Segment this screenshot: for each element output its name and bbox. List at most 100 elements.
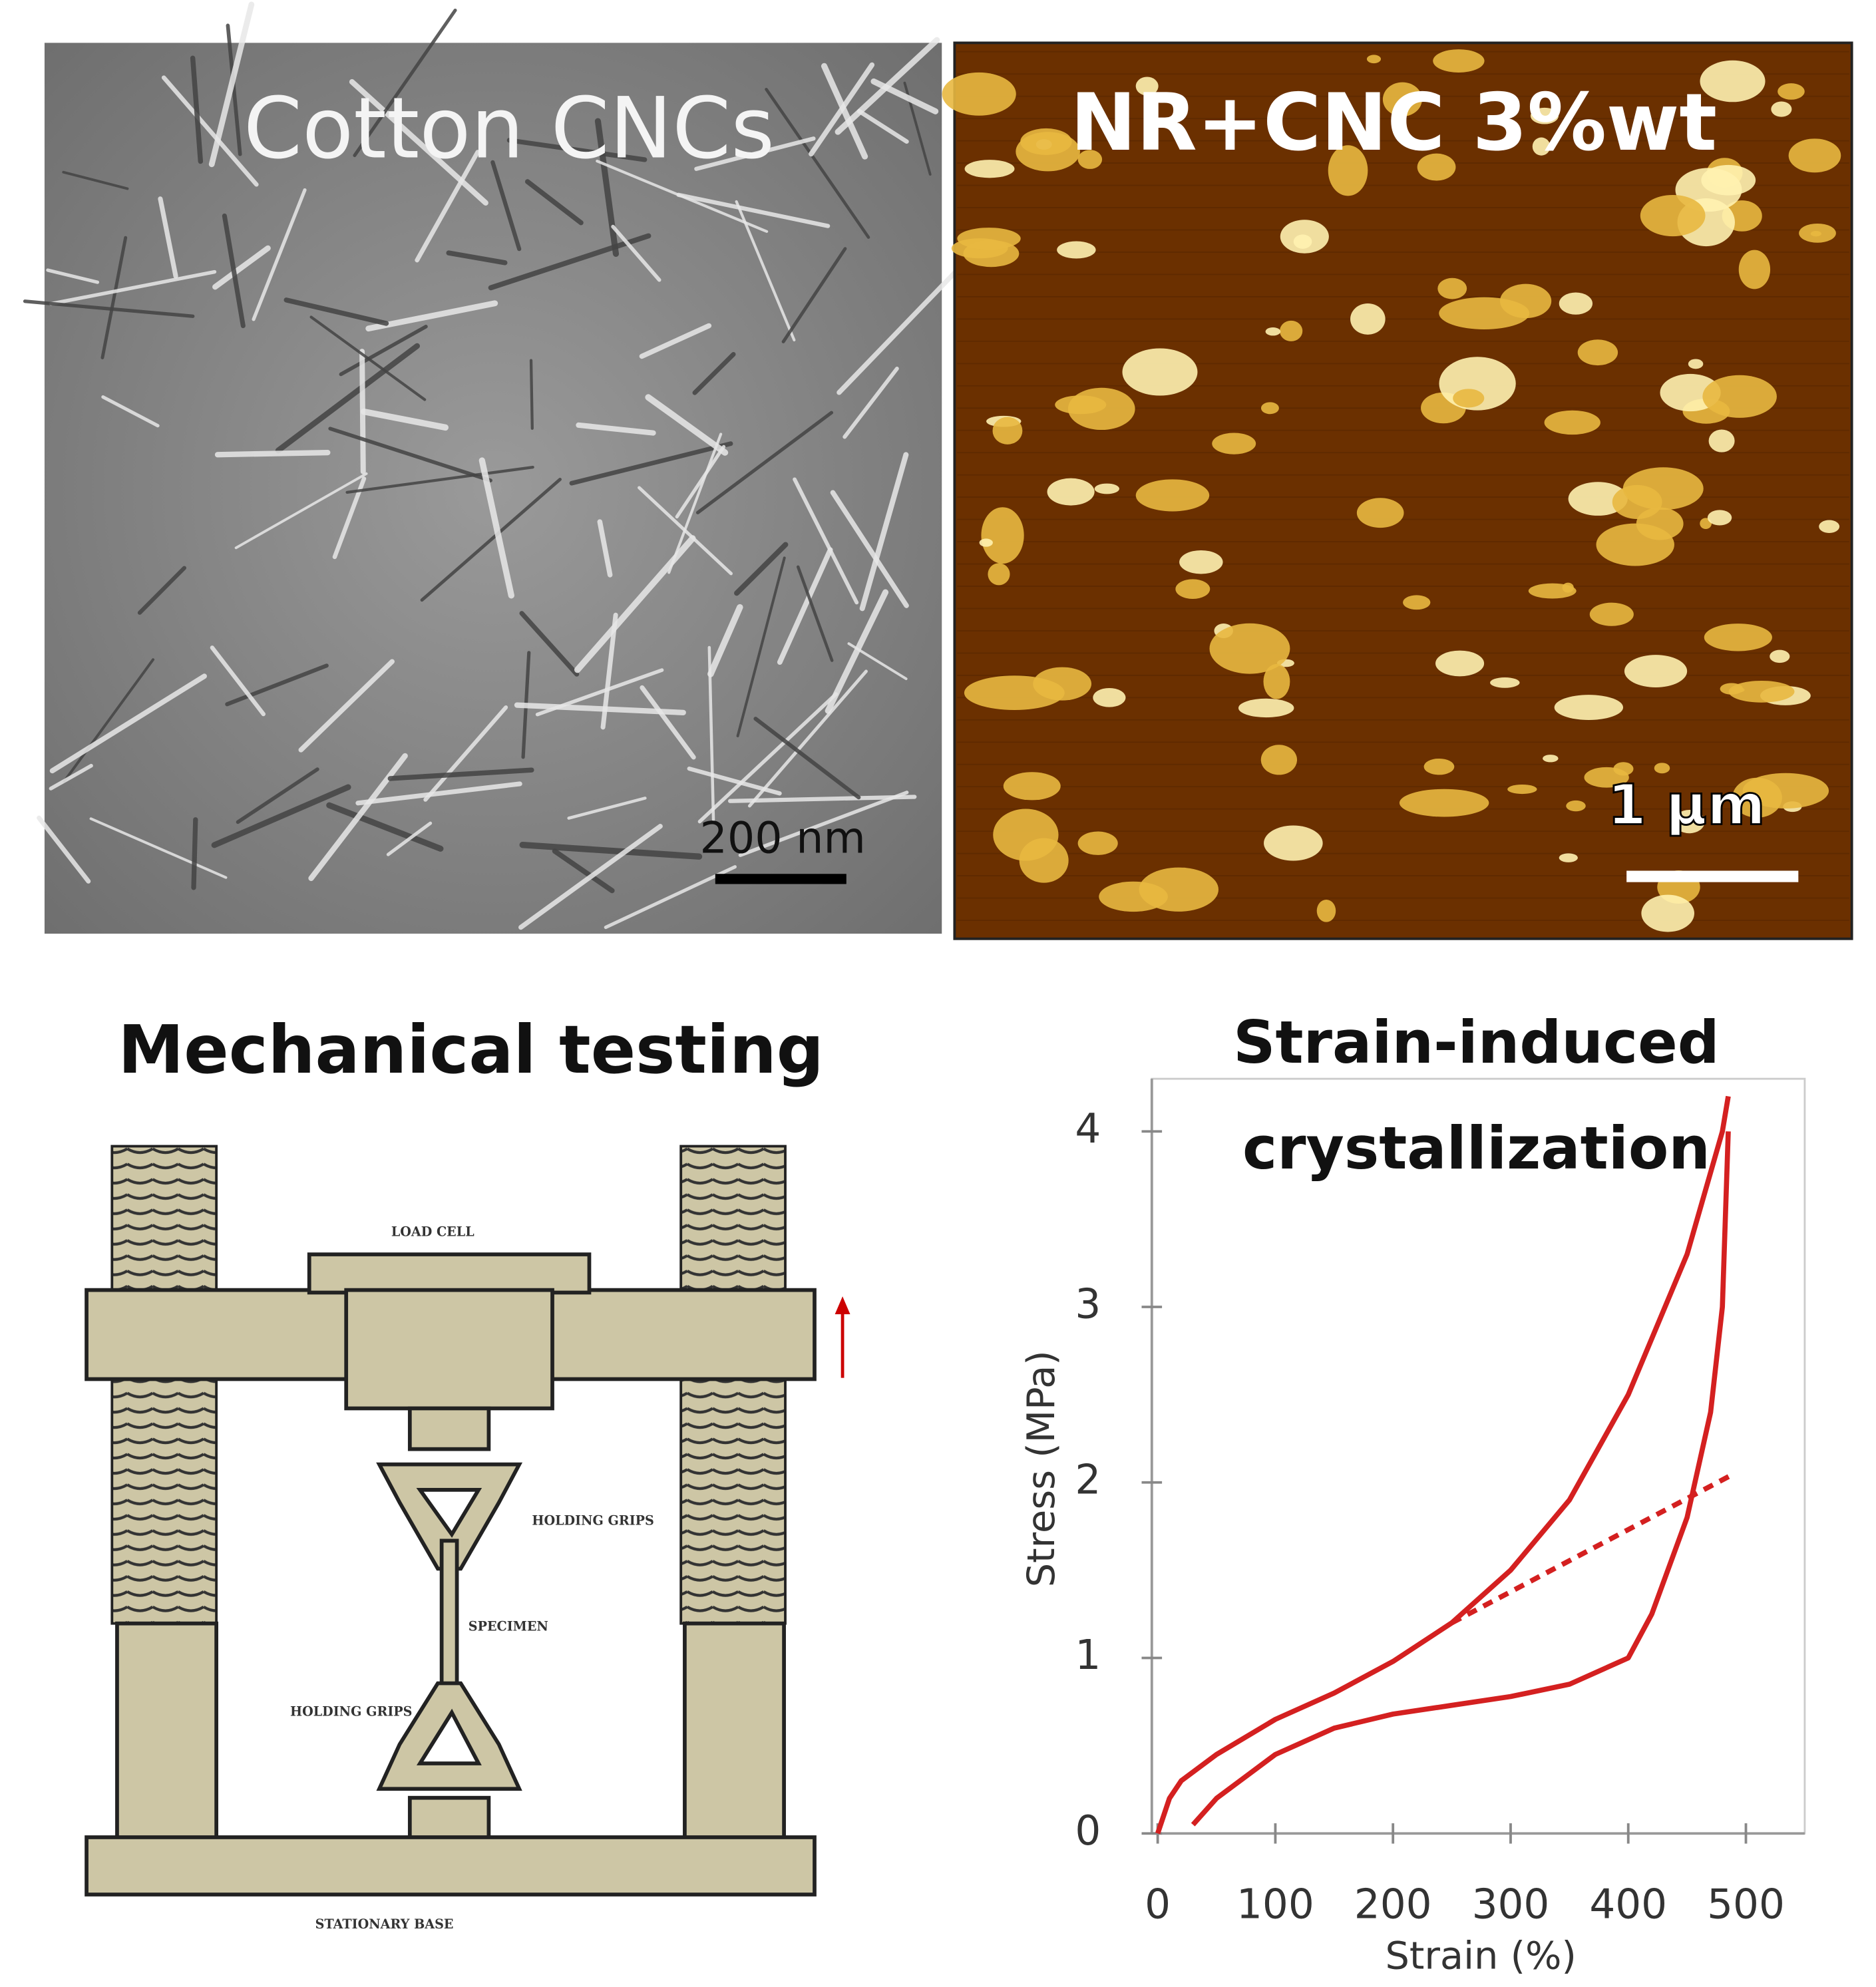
x-tick-label: 400 bbox=[1589, 1881, 1667, 1928]
tem-image bbox=[23, 1, 968, 934]
nanocrystal bbox=[777, 547, 833, 665]
nanocrystal bbox=[825, 589, 889, 714]
y-tick-label: 1 bbox=[1075, 1632, 1101, 1679]
x-tick-label: 100 bbox=[1236, 1881, 1314, 1928]
particle bbox=[1033, 667, 1092, 701]
nanocrystal bbox=[63, 658, 155, 783]
y-tick-label: 3 bbox=[1075, 1281, 1101, 1328]
nanocrystal bbox=[514, 702, 686, 715]
data-line bbox=[1155, 1095, 1731, 1835]
particle bbox=[1417, 153, 1456, 181]
specimen-label: SPECIMEN bbox=[469, 1618, 548, 1634]
particle bbox=[1640, 194, 1706, 237]
nanocrystal bbox=[214, 449, 331, 458]
nanocrystal bbox=[519, 842, 703, 860]
particle bbox=[1435, 650, 1485, 677]
particle bbox=[1077, 150, 1103, 169]
tem-label: Cotton CNCs bbox=[244, 80, 775, 178]
particle bbox=[1433, 49, 1485, 73]
particle bbox=[1403, 595, 1431, 610]
particle bbox=[1700, 60, 1766, 102]
particle bbox=[1094, 483, 1119, 494]
nanocrystal bbox=[576, 422, 656, 436]
nanocrystal bbox=[697, 692, 839, 824]
particle bbox=[1179, 550, 1223, 574]
nanocrystal bbox=[62, 170, 129, 190]
particle bbox=[1055, 395, 1107, 415]
nanocrystal bbox=[360, 408, 449, 431]
particle bbox=[1622, 467, 1704, 510]
particle bbox=[1707, 510, 1732, 526]
load-cell-label: LOAD CELL bbox=[391, 1224, 474, 1240]
chart-title: crystallization bbox=[1242, 1114, 1710, 1182]
lower-grips-label: HOLDING GRIPS bbox=[290, 1704, 412, 1719]
particle bbox=[1093, 687, 1126, 707]
particle bbox=[964, 160, 1015, 178]
particle bbox=[1264, 825, 1323, 861]
particle bbox=[1702, 375, 1777, 418]
particle bbox=[1047, 478, 1095, 506]
particle bbox=[1641, 894, 1694, 932]
afm-label: NR+CNC 3%wt bbox=[1070, 77, 1717, 168]
particle bbox=[1778, 83, 1805, 100]
afm-image bbox=[942, 41, 1853, 940]
nanocrystal bbox=[89, 817, 228, 879]
nanocrystal bbox=[488, 233, 652, 291]
nanocrystal bbox=[478, 457, 514, 599]
load-cell-top bbox=[307, 1252, 592, 1295]
tem-scale-label: 200 nm bbox=[700, 814, 866, 864]
nanocrystal bbox=[847, 642, 908, 681]
nanocrystal bbox=[190, 55, 204, 164]
nanocrystal bbox=[796, 565, 834, 662]
nanocrystal bbox=[225, 663, 329, 707]
nanocrystal bbox=[283, 297, 389, 326]
nanocrystal bbox=[753, 717, 861, 800]
arrow-head bbox=[835, 1296, 850, 1314]
particle bbox=[1738, 250, 1771, 289]
nanocrystal bbox=[490, 160, 522, 252]
nanocrystal bbox=[222, 213, 246, 329]
upper-connector bbox=[407, 1406, 491, 1451]
particle bbox=[1507, 784, 1537, 795]
load-cell bbox=[344, 1288, 554, 1411]
particle bbox=[1003, 772, 1061, 801]
particle bbox=[1799, 223, 1836, 243]
nanocrystal bbox=[645, 394, 729, 456]
nanocrystal bbox=[161, 75, 259, 187]
particle bbox=[1019, 838, 1069, 883]
nanocrystal bbox=[765, 87, 870, 239]
nanocrystal bbox=[365, 300, 498, 332]
x-axis-label: Strain (%) bbox=[1385, 1933, 1576, 1978]
particle bbox=[1819, 520, 1840, 533]
particle bbox=[1589, 602, 1634, 626]
particle bbox=[1020, 128, 1072, 155]
particle bbox=[1788, 138, 1841, 173]
particle bbox=[1135, 479, 1210, 512]
right-column bbox=[683, 1621, 786, 1842]
x-tick-label: 0 bbox=[1145, 1881, 1171, 1928]
nanocrystal bbox=[446, 250, 508, 266]
lower-connector bbox=[407, 1795, 491, 1841]
particle bbox=[1528, 583, 1577, 599]
nanocrystal bbox=[552, 848, 615, 894]
particle bbox=[1209, 623, 1290, 674]
nanocrystal bbox=[687, 766, 782, 796]
nanocrystal bbox=[158, 196, 178, 279]
nanocrystal bbox=[781, 247, 847, 343]
diagram-title: Mechanical testing bbox=[118, 1012, 824, 1089]
particle bbox=[1366, 55, 1382, 64]
data-line bbox=[1450, 1471, 1736, 1626]
nanocrystal bbox=[49, 270, 217, 306]
particle bbox=[1099, 881, 1168, 912]
base-label: STATIONARY BASE bbox=[315, 1916, 454, 1932]
particle bbox=[1731, 687, 1745, 693]
nanocrystal bbox=[837, 259, 968, 395]
nanocrystal bbox=[667, 433, 723, 574]
data-line bbox=[1191, 1131, 1731, 1827]
nanocrystal bbox=[567, 797, 647, 820]
nanocrystal bbox=[212, 245, 271, 290]
particle bbox=[1265, 327, 1281, 336]
nanocrystal bbox=[326, 802, 444, 852]
particle bbox=[1382, 82, 1422, 116]
